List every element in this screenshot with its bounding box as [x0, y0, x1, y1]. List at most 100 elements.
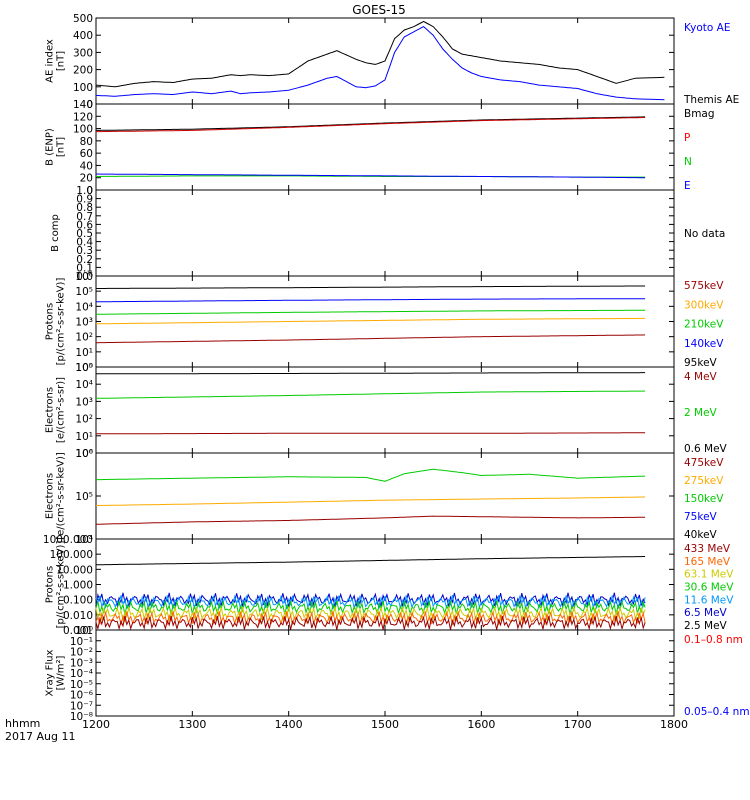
panel-frame: [95, 189, 675, 277]
y-tick-label: 10²: [75, 414, 93, 426]
series-line-140keV: [96, 298, 646, 303]
legend-entry: Bmag: [684, 108, 715, 120]
y-tick-label: 60: [80, 148, 93, 160]
y-tick-label: 1.000: [63, 580, 93, 592]
y-tick-label: 0.2: [76, 254, 93, 266]
y-tick-label: 10¹: [75, 347, 93, 359]
y-tick-label: 10⁶: [75, 271, 93, 283]
x-tick-label: 1500: [371, 718, 399, 731]
y-tick-label: 0.1: [76, 262, 93, 274]
series-line-433-MeV: [95, 614, 646, 631]
series-line-63-1-MeV: [95, 605, 646, 622]
y-axis-label: B comp: [50, 214, 61, 252]
legend-entry: 275keV: [684, 475, 724, 487]
y-tick-label: 10⁻²: [70, 647, 93, 659]
y-tick-label: 10⁵: [75, 286, 93, 298]
legend-entry: 63.1 MeV: [684, 569, 734, 581]
legend-entry: 6.5 MeV: [684, 607, 728, 619]
y-axis-label: [p/(cm²-s-sr-keV)]: [56, 278, 67, 366]
y-tick-label: 300: [73, 47, 93, 59]
legend-entry: 2 MeV: [684, 407, 718, 419]
legend-entry: 95keV: [684, 357, 718, 369]
plot-title: GOES-15: [352, 3, 406, 17]
panel-protons_mev: 0.001 0.010 0.100 1.000 10.000 100.000 1000.00…: [43, 534, 734, 637]
panel-frame: [95, 452, 675, 540]
panel-protons: 10⁰ 10¹ 10² 10³ 10⁴ 10⁵ 10⁶ Protons [p/(cm²-s-sr…: [45, 271, 725, 374]
x-tick-label: 1300: [178, 718, 206, 731]
legend-entry: 475keV: [684, 457, 724, 469]
y-axis-label: Electrons: [45, 387, 56, 433]
y-tick-label: 10⁻⁴: [70, 668, 93, 680]
y-tick-label: 10⁶: [75, 448, 93, 460]
series-line-11-6-MeV: [95, 594, 646, 610]
legend-entry: E: [684, 180, 691, 192]
y-tick-label: 10⁴: [75, 301, 93, 313]
x-axis: 1200 1300 1400 1500 1600 1700 1800: [82, 18, 688, 731]
panel-electrons_mev: 10⁰ 10¹ 10² 10³ 10⁴ 10⁵ Electrons [e/(cm²-s-sr)…: [45, 362, 728, 460]
series-line-210keV: [95, 309, 646, 315]
y-tick-label: 1000.000: [43, 534, 93, 546]
legend-entry: 150keV: [684, 493, 724, 505]
legend-entry: 140keV: [684, 338, 724, 350]
legend-entry: No data: [684, 228, 725, 240]
panel-electrons_kev: 10⁴ 10⁵ 10⁶ Electrons [e/(cm²-s-sr-keV)] 475k…: [45, 448, 725, 546]
y-tick-label: 10²: [75, 332, 93, 344]
series-line-275keV: [96, 496, 646, 506]
y-tick-label: 100: [73, 124, 93, 136]
legend-entry: 433 MeV: [684, 543, 731, 555]
legend-entry: 2.5 MeV: [684, 620, 728, 632]
y-axis-label: B (ENP): [45, 128, 56, 166]
y-axis-label: Xray Flux: [45, 649, 56, 696]
series-line-575keV: [96, 334, 646, 344]
series-line-165-MeV: [95, 610, 646, 627]
y-tick-label: 100.000: [50, 549, 93, 561]
y-tick-label: 10⁵: [75, 362, 93, 374]
y-axis-label: [p/(cm²-s-sr-keV)]: [56, 541, 67, 629]
y-axis-label: Protons: [45, 566, 56, 603]
y-tick-label: 10⁻⁵: [70, 679, 93, 691]
legend-entry: 0.1–0.8 nm: [684, 634, 743, 646]
panel-frame: [95, 366, 675, 454]
series-line-E: [96, 173, 646, 179]
y-tick-label: 10⁻⁸: [70, 711, 93, 723]
y-tick-label: 0.001: [63, 625, 93, 637]
legend-entry: 165 MeV: [684, 556, 731, 568]
y-axis-label: AE index: [45, 39, 56, 83]
y-tick-label: 10⁰: [75, 362, 93, 374]
time-label: hhmm: [5, 717, 40, 730]
legend-entry: 210keV: [684, 319, 724, 331]
series-line-4-MeV: [96, 432, 646, 435]
y-tick-label: 10³: [75, 396, 93, 408]
series-line-300keV: [96, 317, 646, 325]
legend-entry: 0.6 MeV: [684, 443, 728, 455]
y-tick-label: 0.010: [63, 610, 93, 622]
y-tick-label: 10⁵: [75, 491, 93, 503]
y-tick-label: 10⁰: [75, 625, 93, 637]
y-tick-label: 120: [73, 111, 93, 123]
y-tick-label: 10¹: [75, 431, 93, 443]
y-tick-label: 10⁰: [75, 448, 93, 460]
y-tick-label: 0: [86, 99, 93, 111]
series-line-95keV: [96, 285, 646, 289]
legend-entry: 11.6 MeV: [684, 594, 734, 606]
y-tick-label: 0.7: [76, 211, 93, 223]
y-tick-label: 10⁴: [75, 534, 93, 546]
y-tick-label: 10⁻³: [70, 657, 93, 669]
legend-entry: 40keV: [684, 529, 718, 541]
series-line-Kyoto-AE: [95, 26, 665, 101]
legend-entry: 575keV: [684, 280, 724, 292]
x-tick-label: 1200: [82, 718, 110, 731]
series-line-2-MeV: [95, 390, 646, 399]
y-tick-label: 400: [73, 30, 93, 42]
legend-entry: Themis AE: [683, 94, 739, 106]
y-tick-label: 20: [80, 173, 93, 185]
y-tick-label: 0.0: [76, 271, 93, 283]
legend-entry: 0.05–0.4 nm: [684, 706, 750, 718]
y-axis-label: Protons: [45, 303, 56, 340]
legend-entry: Kyoto AE: [684, 22, 730, 34]
y-tick-label: 0.6: [76, 219, 93, 231]
y-tick-label: 0.8: [76, 202, 93, 214]
